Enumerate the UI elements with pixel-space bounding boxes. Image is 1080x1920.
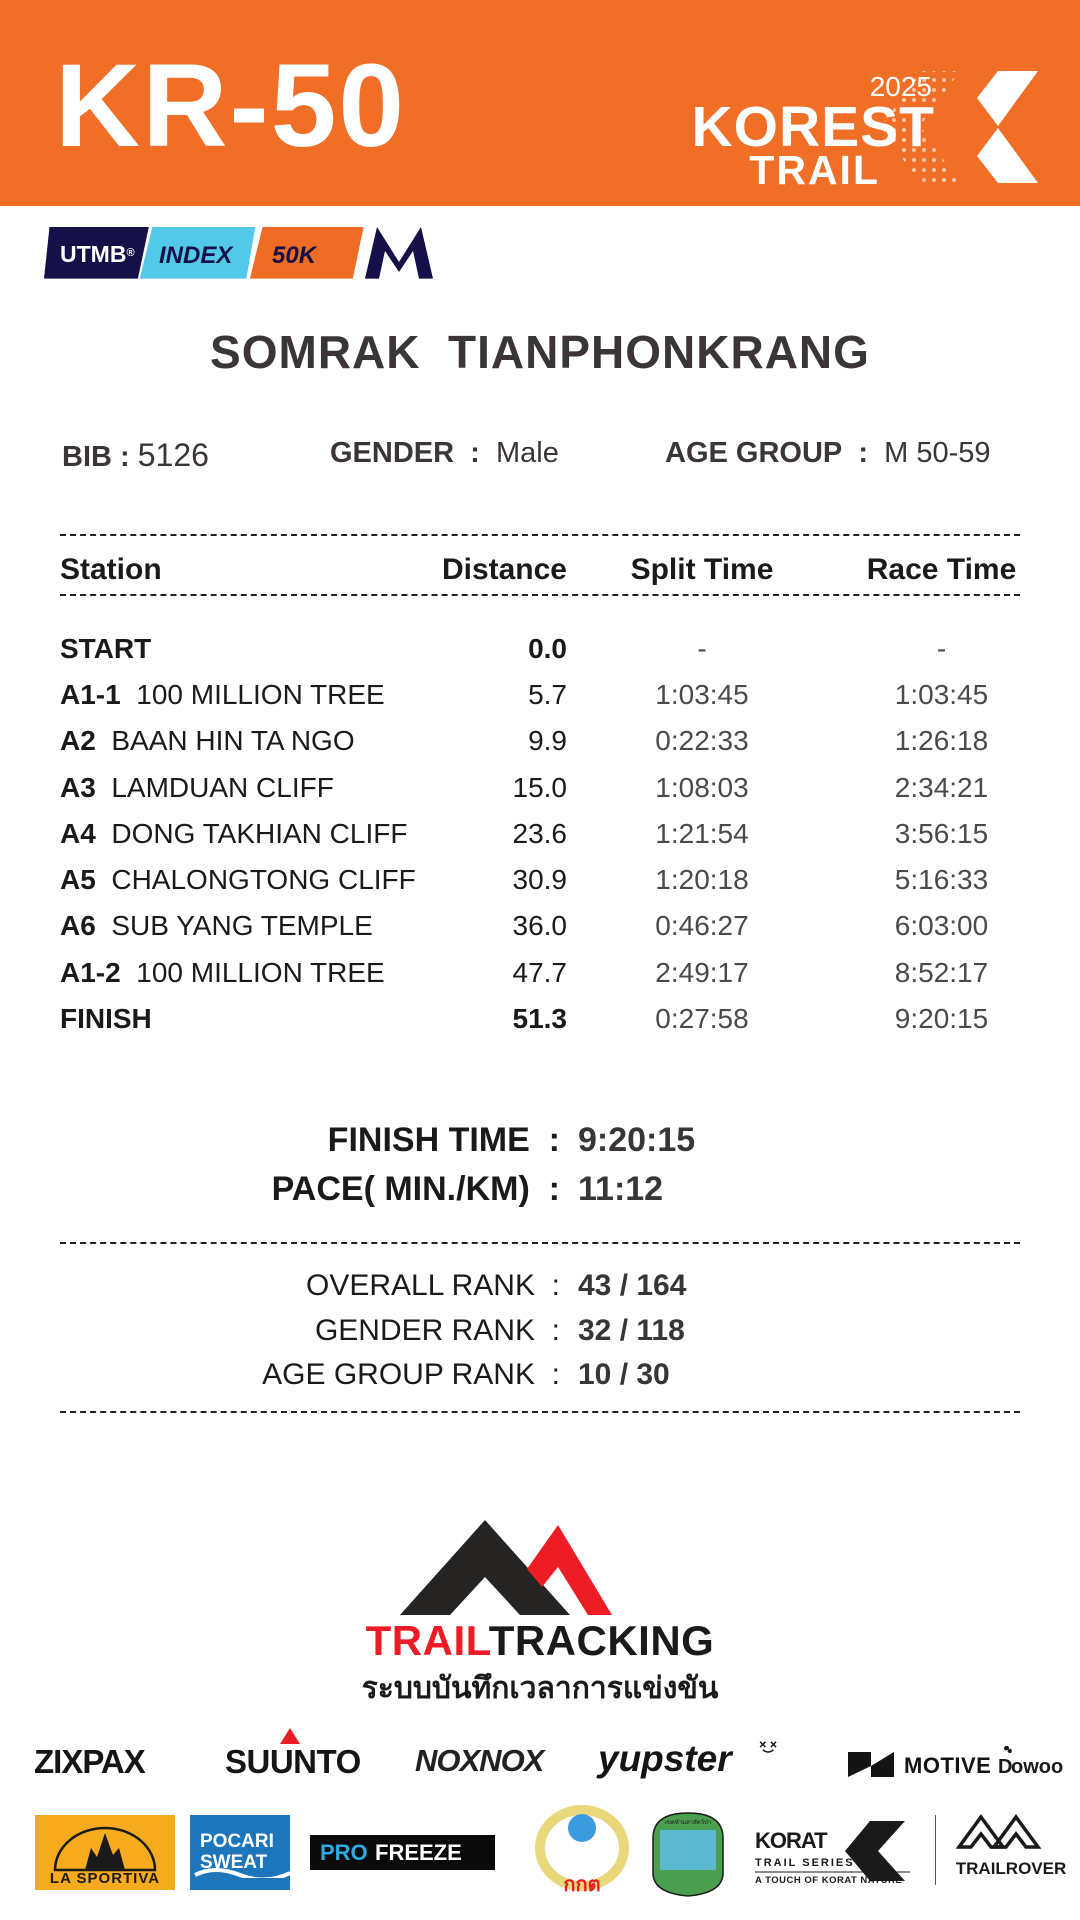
svg-text:กกต: กกต — [563, 1874, 600, 1896]
svg-text:TRAIL: TRAIL — [749, 147, 880, 193]
svg-text:MOTIVE: MOTIVE — [904, 1753, 991, 1778]
svg-text:POCARI: POCARI — [200, 1831, 274, 1852]
svg-text:INDEX: INDEX — [159, 242, 234, 269]
svg-text:เขตห้ามล่าสัตว์ป่า: เขตห้ามล่าสัตว์ป่า — [665, 1818, 711, 1826]
svg-text:PRO: PRO — [320, 1840, 368, 1865]
svg-text:FREEZE: FREEZE — [375, 1840, 462, 1865]
svg-text:A TOUCH OF KORAT NATURE: A TOUCH OF KORAT NATURE — [755, 1875, 902, 1886]
svg-text:LA SPORTIVA: LA SPORTIVA — [50, 1870, 160, 1887]
svg-text:owoo: owoo — [1011, 1756, 1063, 1778]
svg-text:TRAIL SERIES: TRAIL SERIES — [755, 1857, 855, 1869]
svg-text:KORAT: KORAT — [755, 1828, 828, 1853]
svg-text:50K: 50K — [272, 242, 318, 269]
svg-text:UTMB®: UTMB® — [60, 241, 135, 267]
svg-text:TRAILROVER: TRAILROVER — [956, 1859, 1067, 1878]
